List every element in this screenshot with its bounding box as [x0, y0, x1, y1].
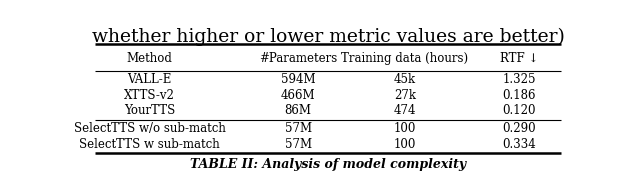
Text: 0.120: 0.120	[502, 104, 536, 117]
Text: RTF ↓: RTF ↓	[500, 52, 538, 65]
Text: Training data (hours): Training data (hours)	[341, 52, 468, 65]
Text: whether higher or lower metric values are better): whether higher or lower metric values ar…	[92, 28, 564, 46]
Text: 57M: 57M	[285, 138, 312, 151]
Text: 57M: 57M	[285, 122, 312, 135]
Text: 0.186: 0.186	[502, 89, 536, 102]
Text: 466M: 466M	[281, 89, 316, 102]
Text: YourTTS: YourTTS	[124, 104, 175, 117]
Text: #Parameters: #Parameters	[259, 52, 337, 65]
Text: SelectTTS w sub-match: SelectTTS w sub-match	[79, 138, 220, 151]
Text: 27k: 27k	[394, 89, 416, 102]
Text: 100: 100	[394, 138, 416, 151]
Text: 86M: 86M	[285, 104, 312, 117]
Text: VALL-E: VALL-E	[127, 73, 172, 86]
Text: 45k: 45k	[394, 73, 416, 86]
Text: 1.325: 1.325	[502, 73, 536, 86]
Text: 100: 100	[394, 122, 416, 135]
Text: SelectTTS w/o sub-match: SelectTTS w/o sub-match	[74, 122, 225, 135]
Text: 0.334: 0.334	[502, 138, 536, 151]
Text: Method: Method	[127, 52, 172, 65]
Text: TABLE II: Analysis of model complexity: TABLE II: Analysis of model complexity	[190, 158, 466, 171]
Text: 474: 474	[394, 104, 416, 117]
Text: 594M: 594M	[281, 73, 316, 86]
Text: XTTS-v2: XTTS-v2	[124, 89, 175, 102]
Text: 0.290: 0.290	[502, 122, 536, 135]
